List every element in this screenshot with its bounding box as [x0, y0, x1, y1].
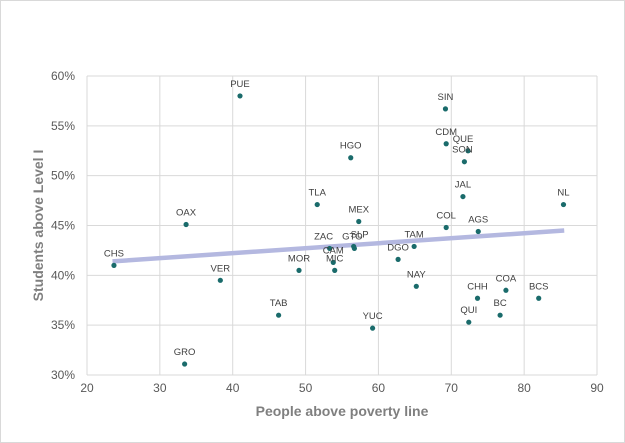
data-point	[330, 259, 336, 265]
data-point	[276, 312, 282, 318]
data-point	[314, 201, 320, 208]
point-label: MOR	[288, 253, 310, 264]
y-tick-label: 35%	[51, 318, 75, 332]
point-label: SIN	[438, 92, 454, 103]
data-point	[443, 224, 449, 231]
x-tick-label: 30	[153, 381, 167, 395]
data-point	[560, 201, 567, 208]
point-label: QUI	[460, 305, 477, 316]
point-label: GTO	[342, 231, 362, 242]
data-point	[465, 148, 471, 154]
data-point	[356, 218, 362, 225]
data-point	[536, 295, 542, 301]
data-point	[327, 245, 333, 252]
point-label: CHS	[104, 248, 124, 259]
point-label: AGS	[468, 214, 488, 225]
data-point	[111, 262, 117, 268]
point-label: COL	[436, 210, 456, 221]
x-tick-label: 40	[226, 381, 240, 395]
data-point	[348, 155, 354, 161]
y-axis-ticks: 30% 35% 40% 45% 50% 55% 60%	[51, 69, 75, 382]
point-label: BC	[493, 298, 506, 309]
point-label: TLA	[309, 188, 327, 199]
point-label: OAX	[176, 208, 197, 219]
data-point	[217, 277, 223, 283]
point-label: TAM	[404, 229, 423, 240]
y-tick-label: 30%	[51, 368, 75, 382]
point-label: ZAC	[314, 231, 333, 242]
data-point	[296, 267, 302, 273]
point-label: NL	[557, 188, 569, 199]
data-point	[370, 325, 376, 331]
point-label: HGO	[340, 141, 362, 152]
point-label: COA	[496, 273, 517, 284]
point-label: MIC	[326, 253, 344, 264]
data-point	[497, 312, 503, 318]
point-label: DGO	[387, 242, 409, 253]
gridlines	[86, 75, 598, 376]
data-point	[351, 245, 357, 252]
data-point	[460, 193, 466, 200]
x-tick-label: 20	[80, 381, 94, 395]
point-label: SON	[452, 145, 473, 156]
y-tick-label: 45%	[51, 219, 75, 233]
point-label: QUE	[453, 134, 474, 145]
point-label: NAY	[407, 269, 426, 280]
y-tick-label: 55%	[51, 119, 75, 133]
x-tick-label: 80	[517, 381, 531, 395]
point-label: BCS	[529, 281, 549, 292]
y-tick-label: 40%	[51, 268, 75, 282]
point-label: CDM	[435, 127, 457, 138]
data-point	[182, 361, 188, 367]
y-axis-title: Students above Level I	[30, 150, 46, 302]
x-tick-label: 70	[445, 381, 459, 395]
point-label: CAM	[323, 245, 344, 256]
x-axis-ticks: 20 30 40 50 60 70 80 90	[80, 381, 604, 395]
x-tick-label: 90	[590, 381, 604, 395]
point-label: TAB	[270, 298, 288, 309]
data-point	[395, 256, 401, 262]
trendline	[112, 228, 565, 264]
point-label: SLP	[351, 229, 369, 240]
point-label: GRO	[174, 347, 196, 358]
data-points	[111, 93, 567, 367]
data-point	[474, 295, 481, 301]
data-point	[332, 267, 338, 273]
y-tick-label: 50%	[51, 169, 75, 183]
x-tick-label: 60	[372, 381, 386, 395]
data-point	[466, 319, 472, 325]
point-label: PUE	[230, 79, 250, 90]
point-label: MEX	[348, 205, 369, 216]
point-label: VER	[211, 263, 231, 274]
data-point	[237, 93, 243, 99]
data-point	[413, 283, 419, 289]
point-label: CHH	[467, 281, 488, 292]
data-point	[503, 287, 509, 293]
data-point	[443, 141, 449, 147]
data-point	[442, 106, 449, 112]
y-tick-label: 60%	[51, 69, 75, 83]
data-point	[183, 221, 189, 228]
point-label: YUC	[363, 311, 383, 322]
data-point	[411, 243, 417, 250]
x-axis-title: People above poverty line	[256, 403, 429, 419]
x-tick-label: 50	[299, 381, 313, 395]
data-point	[461, 159, 467, 165]
data-point	[475, 228, 481, 235]
trendline-group	[112, 228, 565, 264]
point-label: JAL	[455, 180, 471, 191]
